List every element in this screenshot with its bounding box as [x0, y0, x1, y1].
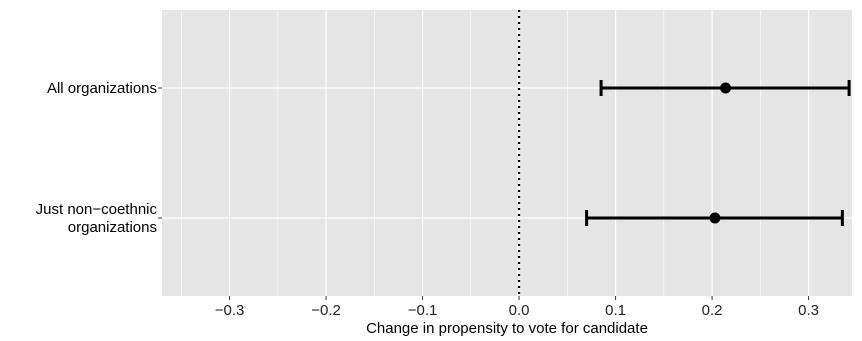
y-category-label: organizations	[68, 219, 157, 236]
x-tick-label: 0.2	[702, 302, 723, 319]
minor-gridlines	[181, 10, 761, 296]
x-tick-label: −0.2	[311, 302, 341, 319]
x-axis-ticks	[229, 296, 810, 300]
y-category-label: Just non−coethnic	[36, 201, 158, 218]
y-category-label: All organizations	[47, 80, 157, 97]
x-axis-title: Change in propensity to vote for candida…	[366, 320, 648, 337]
x-tick-label: −0.1	[408, 302, 438, 319]
x-axis-tick-labels: −0.3 −0.2 −0.1 0.0 0.1 0.2 0.3	[215, 302, 819, 319]
x-tick-label: 0.0	[509, 302, 530, 319]
estimates	[585, 80, 851, 226]
point-estimate	[720, 82, 732, 94]
y-axis-ticks	[158, 87, 162, 219]
point-estimate	[709, 212, 721, 224]
plot-panel	[162, 10, 852, 296]
x-tick-label: 0.1	[605, 302, 626, 319]
y-axis-category-labels: All organizations Just non−coethnicorgani…	[36, 80, 158, 236]
x-tick-label: 0.3	[798, 302, 819, 319]
x-tick-label: −0.3	[215, 302, 245, 319]
